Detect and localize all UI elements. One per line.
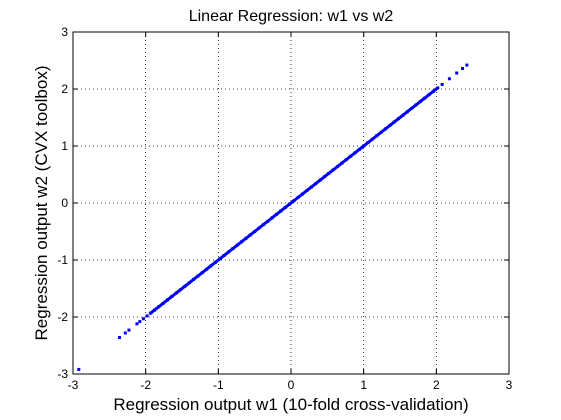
y-tick-labels: -3 -2 -1 0 1 2 3 xyxy=(57,25,68,381)
chart-title: Linear Regression: w1 vs w2 xyxy=(189,8,394,25)
x-tick-label: 3 xyxy=(506,378,513,392)
data-point xyxy=(141,317,145,321)
y-tick-label: 1 xyxy=(61,139,68,153)
y-tick-label: 0 xyxy=(61,196,68,210)
x-tick-label: 1 xyxy=(360,378,367,392)
data-points xyxy=(77,63,469,371)
x-axis-label: Regression output w1 (10-fold cross-vali… xyxy=(113,395,468,414)
data-point xyxy=(123,331,127,335)
data-point xyxy=(127,328,131,332)
data-point xyxy=(135,322,139,326)
data-point xyxy=(465,63,469,67)
data-point xyxy=(77,367,81,371)
y-tick-label: -1 xyxy=(57,253,68,267)
y-tick-label: -2 xyxy=(57,310,68,324)
x-tick-label: -2 xyxy=(140,378,151,392)
data-point xyxy=(447,77,451,81)
data-point xyxy=(145,314,149,318)
data-point xyxy=(118,336,122,340)
x-tick-label: -3 xyxy=(68,378,79,392)
x-tick-labels: -3 -2 -1 0 1 2 3 xyxy=(68,378,513,392)
y-axis-label: Regression output w2 (CVX toolbox) xyxy=(32,66,51,341)
y-tick-label: 2 xyxy=(61,82,68,96)
data-point xyxy=(138,320,142,324)
data-point xyxy=(460,66,464,70)
x-tick-label: 0 xyxy=(288,378,295,392)
data-point xyxy=(440,82,444,86)
axis-ticks xyxy=(72,31,510,375)
x-tick-label: -1 xyxy=(213,378,224,392)
y-tick-label: -3 xyxy=(57,367,68,381)
y-tick-label: 3 xyxy=(61,25,68,39)
x-tick-label: 2 xyxy=(433,378,440,392)
dense-point-band xyxy=(148,86,439,316)
data-point xyxy=(455,71,459,75)
